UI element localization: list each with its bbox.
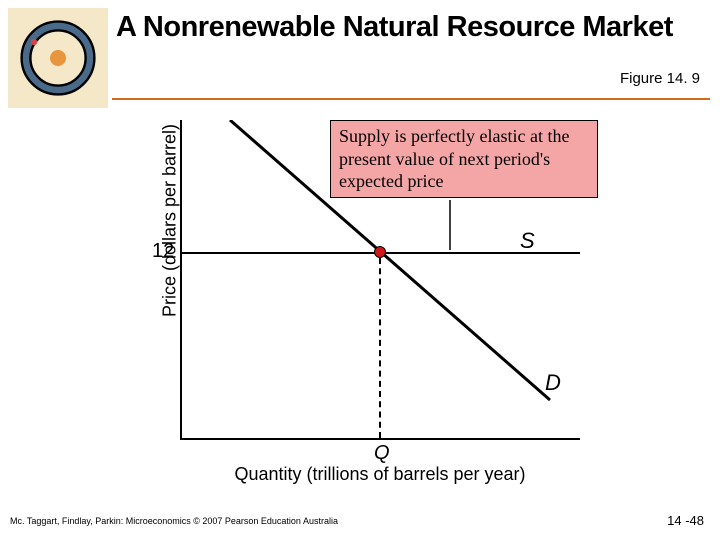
- header-rule: [112, 98, 710, 100]
- slide-header: A Nonrenewable Natural Resource Market: [0, 0, 720, 108]
- x-point-q: Q: [374, 442, 390, 465]
- supply-label: S: [520, 228, 535, 254]
- demand-label: D: [545, 370, 561, 396]
- y-tick-12: 12: [152, 240, 174, 263]
- supply-callout-box: Supply is perfectly elastic at the prese…: [330, 120, 598, 198]
- slide-title: A Nonrenewable Natural Resource Market: [116, 12, 720, 42]
- logo-ring-icon: [18, 18, 98, 98]
- slide-number: 14 -48: [667, 513, 704, 528]
- equilibrium-drop-line: [379, 258, 381, 438]
- chart: Price (dollars per barrel) Quantity (tri…: [120, 120, 600, 460]
- x-axis-label: Quantity (trillions of barrels per year): [180, 464, 580, 485]
- x-axis: [180, 438, 580, 440]
- equilibrium-dot: [374, 246, 386, 258]
- figure-label: Figure 14. 9: [620, 70, 700, 87]
- y-axis-label: Price (dollars per barrel): [160, 111, 181, 331]
- title-block: A Nonrenewable Natural Resource Market: [108, 8, 720, 42]
- copyright-text: Mc. Taggart, Findlay, Parkin: Microecono…: [10, 516, 338, 526]
- logo: [8, 8, 108, 108]
